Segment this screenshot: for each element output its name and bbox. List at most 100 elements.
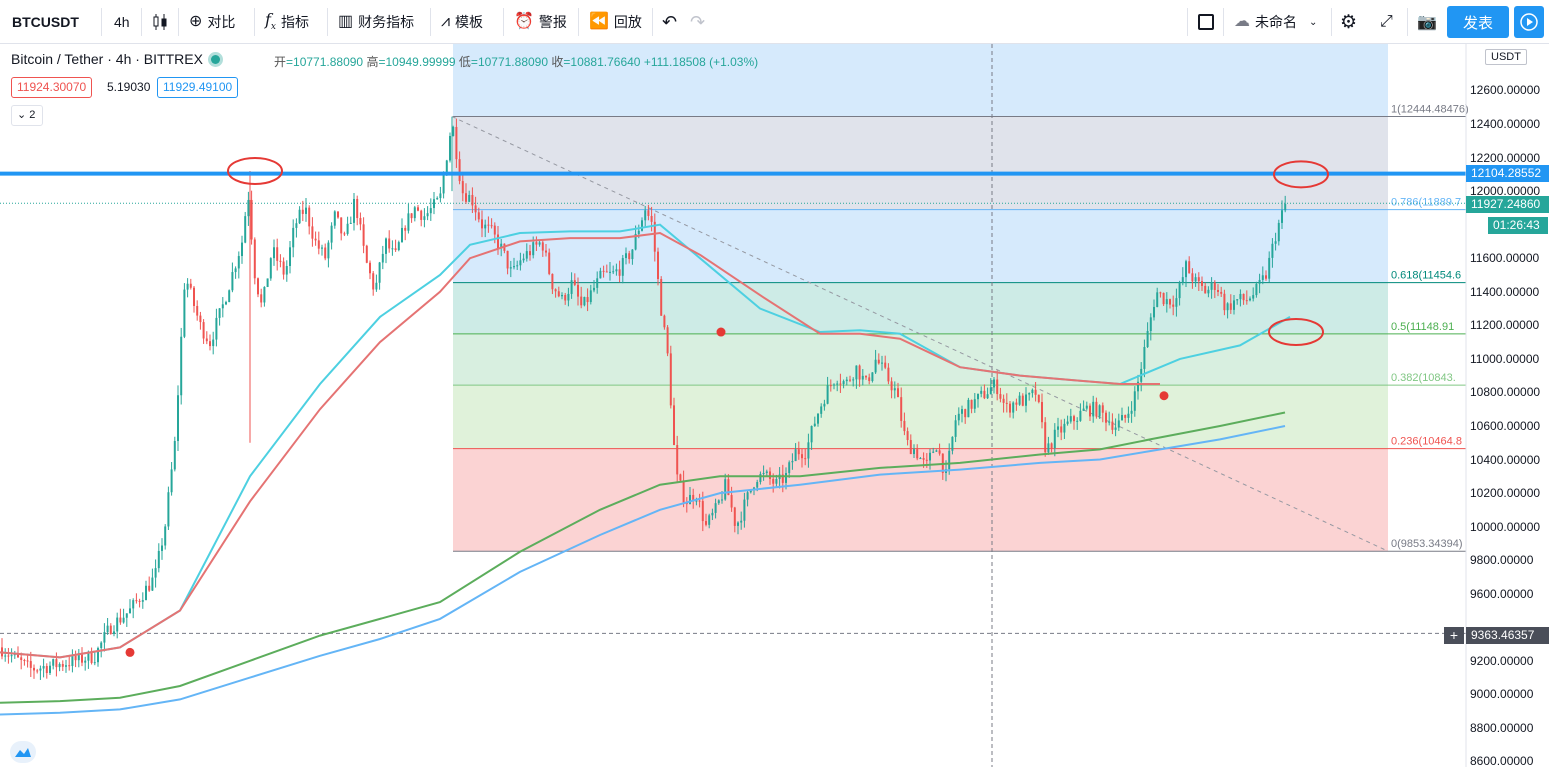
- candle-body: [135, 600, 138, 602]
- publish-button[interactable]: 发表: [1447, 6, 1509, 38]
- undo-button[interactable]: ↶: [662, 0, 677, 44]
- candle-body: [1021, 395, 1024, 406]
- fullscreen-layout-button[interactable]: [1198, 0, 1214, 44]
- alert-label: 警报: [538, 14, 567, 30]
- candle-body: [58, 663, 61, 668]
- candle-body: [644, 210, 647, 221]
- price-axis-tick: 10400.00000: [1470, 452, 1541, 467]
- candle-body: [45, 666, 48, 674]
- price-axis-tick: 10800.00000: [1470, 385, 1541, 400]
- candle-body: [129, 608, 131, 614]
- candle-body: [228, 290, 231, 303]
- alert-button[interactable]: ⏰ 警报: [514, 0, 567, 44]
- candle-body: [705, 521, 707, 525]
- templates-button[interactable]: ⩘ 模板: [441, 0, 483, 44]
- candle-body: [52, 659, 55, 666]
- candle-body: [42, 666, 45, 669]
- candle-body: [1252, 295, 1255, 299]
- layout-name-button[interactable]: ☁ 未命名 ⌄: [1234, 0, 1317, 44]
- candle-body: [436, 198, 439, 200]
- candle-body: [897, 388, 899, 398]
- candle-body: [260, 294, 263, 303]
- candle-body: [871, 372, 874, 382]
- candle-body: [71, 655, 74, 666]
- fib-zone: [453, 116, 1388, 210]
- candle-body: [861, 375, 864, 380]
- indicator-collapse-button[interactable]: ⌄ 2: [11, 105, 43, 126]
- rewind-icon: ⏪: [589, 13, 609, 30]
- highlight-circle: [1268, 318, 1324, 347]
- bar-chart-icon: ▥: [338, 13, 354, 30]
- price-chart[interactable]: 1(12444.48476) 0.786(11889.7 0.618(11454.6…: [0, 44, 1549, 767]
- add-alert-plus-icon[interactable]: +: [1444, 627, 1464, 644]
- candle-body: [106, 625, 109, 633]
- candle-body: [1069, 416, 1072, 422]
- candle-body: [295, 223, 298, 228]
- candle-body: [1213, 282, 1216, 290]
- candle-body: [1175, 298, 1178, 307]
- candle-body: [909, 440, 912, 455]
- chart-type-button[interactable]: [152, 0, 168, 44]
- candle-body: [791, 461, 794, 463]
- price-axis-tick: 10000.00000: [1470, 519, 1541, 534]
- fib-zone-top: [453, 44, 1388, 117]
- fullscreen-button[interactable]: ⤢: [1380, 0, 1393, 44]
- settings-button[interactable]: ⚙: [1340, 0, 1357, 44]
- candle-body: [1165, 299, 1168, 305]
- candle-body: [743, 499, 746, 521]
- snapshot-button[interactable]: 📷: [1417, 0, 1437, 44]
- candle-body: [1271, 243, 1274, 258]
- candle-body: [929, 452, 931, 461]
- candle-body: [215, 317, 218, 340]
- candle-body: [1133, 391, 1136, 411]
- candle-body: [103, 632, 106, 643]
- candle-body: [1037, 394, 1040, 403]
- candle-body: [1121, 415, 1123, 421]
- candle-body: [29, 661, 32, 668]
- candle-body: [698, 500, 701, 502]
- candle-body: [1162, 292, 1165, 305]
- candle-body: [1117, 420, 1120, 428]
- candle-body: [410, 213, 413, 219]
- currency-badge[interactable]: USDT: [1485, 49, 1527, 65]
- play-icon: [1520, 13, 1538, 31]
- compare-button[interactable]: ⊕ 对比: [189, 0, 235, 44]
- candle-body: [353, 198, 355, 223]
- candle-body: [426, 213, 429, 217]
- candle-body: [164, 526, 167, 546]
- candle-body: [1101, 405, 1104, 413]
- candle-body: [721, 499, 723, 501]
- candle-body: [948, 450, 951, 470]
- candle-body: [119, 617, 122, 623]
- candle-body: [964, 409, 967, 418]
- candle-body: [996, 379, 999, 395]
- camera-icon: 📷: [1417, 14, 1437, 31]
- symbol-search[interactable]: BTCUSDT: [12, 14, 79, 30]
- candle-body: [484, 224, 487, 229]
- redo-icon: ↷: [690, 11, 706, 32]
- candle-body: [340, 217, 343, 234]
- candle-body: [957, 413, 960, 421]
- interval-button[interactable]: 4h: [114, 14, 130, 30]
- play-button[interactable]: [1514, 6, 1544, 38]
- financials-button[interactable]: ▥ 财务指标: [338, 0, 414, 44]
- candle-body: [305, 207, 307, 214]
- ask-price[interactable]: 11929.49100: [157, 77, 239, 98]
- candle-body: [285, 265, 288, 275]
- redo-button[interactable]: ↷: [690, 0, 705, 44]
- candle-body: [413, 207, 416, 219]
- open-label: 开: [274, 55, 287, 69]
- horizontal-line-price: 12104.28552: [1466, 165, 1549, 182]
- candle-body: [1041, 402, 1043, 423]
- indicators-button[interactable]: fx 指标: [265, 0, 309, 44]
- logo-button[interactable]: [10, 741, 36, 763]
- bid-price[interactable]: 11924.30070: [11, 77, 93, 98]
- replay-button[interactable]: ⏪ 回放: [589, 0, 642, 44]
- candle-body: [538, 242, 541, 245]
- candle-body: [1185, 261, 1187, 278]
- candle-body: [794, 449, 797, 462]
- candle-body: [660, 279, 663, 316]
- candle-body: [263, 286, 266, 303]
- last-price-tag: 11927.24860: [1466, 196, 1549, 213]
- candle-body: [1261, 275, 1264, 280]
